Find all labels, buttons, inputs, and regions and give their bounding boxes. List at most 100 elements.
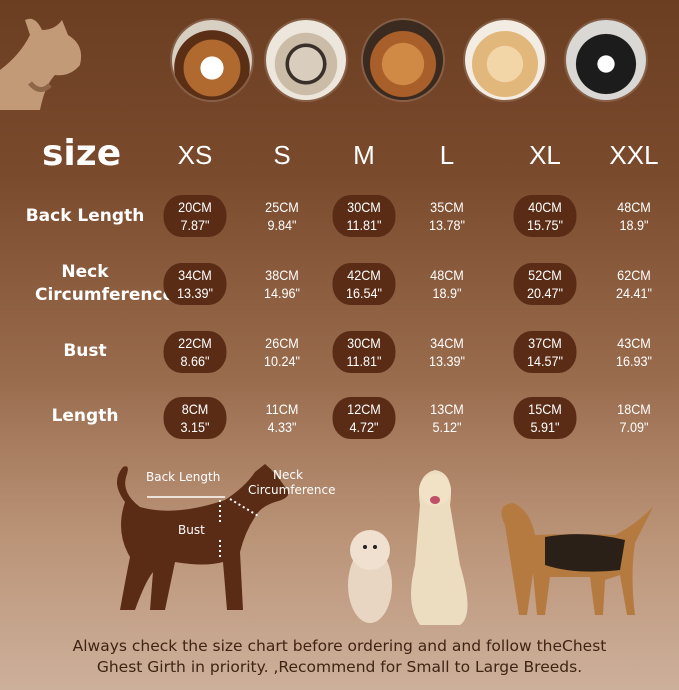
size-cell: 37CM 14.57": [513, 331, 577, 373]
size-cell: 34CM 13.39": [416, 331, 479, 373]
size-cell: 20CM 7.87": [163, 195, 227, 237]
cm-value: 38CM: [265, 267, 299, 283]
size-cell: 30CM 11.81": [332, 195, 396, 237]
row-label-bust: Bust: [63, 341, 107, 361]
size-cell: 18CM 7.09": [603, 397, 666, 439]
size-header-s: S: [273, 140, 291, 170]
inch-value: 5.91": [530, 419, 560, 435]
inch-value: 5.12": [432, 419, 462, 435]
cm-value: 42CM: [347, 267, 381, 283]
inch-value: 13.39": [176, 285, 213, 301]
cm-value: 34CM: [178, 267, 212, 283]
dog-measurement-diagram-icon: [116, 464, 289, 610]
inch-value: 11.81": [346, 353, 382, 369]
cm-value: 18CM: [617, 401, 651, 417]
row-label-neck-circumference: Neck Circumference: [35, 262, 175, 305]
cm-value: 30CM: [347, 199, 381, 215]
size-cell: 48CM 18.9": [416, 263, 479, 305]
size-cell: 25CM 9.84": [251, 195, 314, 237]
size-cell: 34CM 13.39": [163, 263, 227, 305]
cm-value: 25CM: [265, 199, 299, 215]
cm-value: 43CM: [617, 335, 651, 351]
row-label-length: Length: [51, 406, 119, 426]
size-advice-note: Always check the size chart before order…: [0, 636, 679, 678]
breed-examples-image: [348, 470, 653, 625]
inch-value: 13.78": [428, 217, 465, 233]
cm-value: 35CM: [430, 199, 464, 215]
size-cell: 13CM 5.12": [416, 397, 479, 439]
size-cell: 43CM 16.93": [603, 331, 666, 373]
cm-value: 22CM: [178, 335, 212, 351]
size-cell: 38CM 14.96": [251, 263, 314, 305]
cm-value: 12CM: [347, 401, 381, 417]
cm-value: 20CM: [178, 199, 212, 215]
cm-value: 13CM: [430, 401, 464, 417]
inch-value: 8.66": [180, 353, 210, 369]
cm-value: 37CM: [528, 335, 562, 351]
inch-value: 4.72": [349, 419, 379, 435]
inch-value: 11.81": [346, 217, 382, 233]
size-cell: 15CM 5.91": [513, 397, 577, 439]
cm-value: 34CM: [430, 335, 464, 351]
size-cell: 8CM 3.15": [163, 397, 227, 439]
cm-value: 62CM: [617, 267, 651, 283]
hound-icon: [501, 503, 653, 615]
note-line-1: Always check the size chart before order…: [72, 637, 607, 655]
dog-silhouette-logo-icon: [0, 18, 82, 110]
row-label-back-length: Back Length: [25, 206, 145, 226]
inch-value: 20.47": [526, 285, 563, 301]
size-header-m: M: [353, 140, 375, 170]
inch-value: 15.75": [526, 217, 563, 233]
french-bulldog-photo: [266, 20, 346, 100]
cm-value: 48CM: [617, 199, 651, 215]
note-line-2: Ghest Girth in priority. ,Recommend for …: [96, 658, 583, 676]
labrador-icon: [411, 470, 468, 625]
border-collie-photo: [566, 20, 646, 100]
poodle-icon: [348, 530, 392, 623]
size-cell: 11CM 4.33": [251, 397, 314, 439]
inch-value: 9.84": [267, 217, 297, 233]
size-cell: 26CM 10.24": [251, 331, 314, 373]
inch-value: 18.9": [432, 285, 462, 301]
size-header-l: L: [439, 140, 455, 170]
inch-value: 16.93": [615, 353, 652, 369]
cm-value: 48CM: [430, 267, 464, 283]
inch-value: 7.09": [619, 419, 649, 435]
diagram-label-circumference: Circumference: [248, 483, 336, 497]
size-cell: 22CM 8.66": [163, 331, 227, 373]
cm-value: 40CM: [528, 199, 562, 215]
size-cell: 12CM 4.72": [332, 397, 396, 439]
diagram-label-bust: Bust: [178, 523, 205, 537]
size-header-xs: XS: [177, 140, 213, 170]
size-cell: 42CM 16.54": [332, 263, 396, 305]
size-cell: 48CM 18.9": [603, 195, 666, 237]
size-heading: size: [42, 133, 122, 174]
cm-value: 30CM: [347, 335, 381, 351]
inch-value: 14.57": [526, 353, 563, 369]
beagle-photo: [172, 20, 252, 100]
cm-value: 11CM: [265, 401, 299, 417]
diagram-label-back-length: Back Length: [146, 470, 221, 484]
inch-value: 16.54": [345, 285, 382, 301]
size-cell: 40CM 15.75": [513, 195, 577, 237]
size-cell: 30CM 11.81": [332, 331, 396, 373]
size-cell: 35CM 13.78": [416, 195, 479, 237]
size-cell: 62CM 24.41": [603, 263, 666, 305]
golden-retriever-photo: [465, 20, 545, 100]
cm-value: 52CM: [528, 267, 562, 283]
inch-value: 13.39": [428, 353, 465, 369]
inch-value: 4.33": [267, 419, 297, 435]
cm-value: 15CM: [528, 401, 562, 417]
cm-value: 26CM: [265, 335, 299, 351]
size-header-xxl: XXL: [609, 140, 659, 170]
inch-value: 3.15": [180, 419, 210, 435]
inch-value: 10.24": [263, 353, 300, 369]
inch-value: 14.96": [263, 285, 300, 301]
cocker-spaniel-photo: [363, 20, 443, 100]
cm-value: 8CM: [181, 401, 209, 417]
diagram-label-neck: Neck: [273, 468, 303, 482]
inch-value: 18.9": [619, 217, 649, 233]
inch-value: 24.41": [615, 285, 652, 301]
inch-value: 7.87": [180, 217, 210, 233]
